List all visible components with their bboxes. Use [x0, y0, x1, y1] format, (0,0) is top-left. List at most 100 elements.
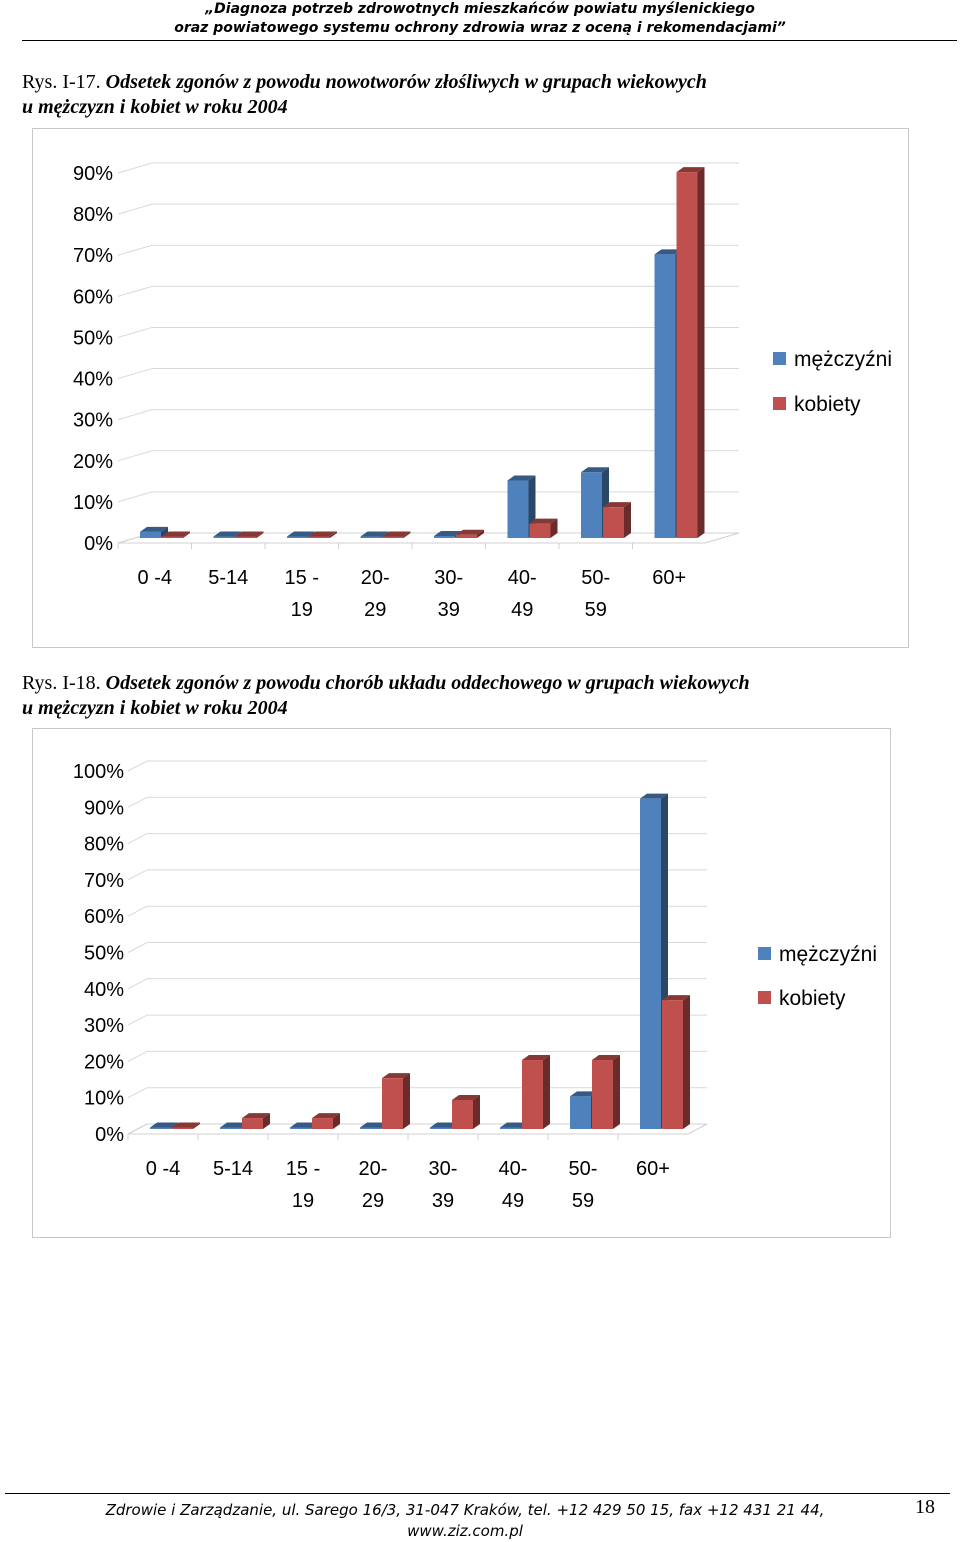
bar-top: [676, 167, 705, 173]
bar-side: [473, 1094, 480, 1129]
bar: [452, 1094, 480, 1129]
footer-line-2: www.ziz.com.pl: [407, 1522, 523, 1540]
page-footer: Zdrowie i Zarządzanie, ul. Sarego 16/3, …: [0, 1500, 930, 1542]
chart-floor: [117, 532, 740, 544]
y-tick-label: 60%: [84, 906, 124, 928]
y-tick-label: 0%: [95, 1124, 124, 1146]
x-tick-label: 39: [432, 1190, 454, 1212]
figure-1-title-line-2: u mężczyzn i kobiet w roku 2004: [22, 96, 288, 118]
legend-swatch: [773, 352, 786, 365]
x-tick-label: 20-: [361, 567, 390, 589]
bar-side: [477, 529, 484, 538]
bar-top: [603, 502, 631, 508]
bar: [382, 531, 411, 538]
y-tick-label: 70%: [73, 245, 113, 267]
bar-front: [309, 536, 330, 538]
bar-front: [172, 1127, 193, 1129]
y-tick-label: 10%: [73, 492, 113, 514]
gridline-side: [127, 1014, 148, 1026]
y-tick-label: 20%: [84, 1051, 124, 1073]
y-tick-label: 40%: [84, 979, 124, 1001]
bar-front: [654, 254, 676, 538]
bar-top: [235, 531, 264, 537]
y-tick-label: 20%: [73, 451, 113, 473]
y-tick-label: 90%: [73, 163, 113, 185]
bar-top: [213, 531, 242, 537]
chart-2: 0% 10% 20% 30% 40% 50% 60% 70% 80% 90% 100% 0 -4 5-1…: [73, 760, 877, 1212]
legend-swatch: [758, 991, 771, 1004]
y-tick-label: 80%: [73, 204, 113, 226]
bar-side: [403, 1073, 410, 1129]
bar-front: [290, 1127, 311, 1129]
figure-1-number: Rys. I-17.: [22, 71, 101, 93]
x-tick-label: 50-: [569, 1158, 598, 1180]
legend-label: kobiety: [794, 393, 861, 416]
legend-swatch: [758, 947, 771, 960]
bar: [312, 1113, 340, 1129]
bar-side: [613, 1055, 620, 1129]
gridline-side: [117, 326, 153, 338]
gridlines: [127, 760, 707, 1135]
y-tick-label: 30%: [73, 410, 113, 432]
bar-top: [581, 467, 609, 473]
bar-top: [287, 531, 315, 537]
bar: [140, 526, 168, 538]
x-tick-label: 5-14: [208, 567, 248, 589]
bar-front: [220, 1127, 241, 1129]
bar: [662, 995, 690, 1129]
x-tick-label: 40-: [508, 567, 537, 589]
gridline-side: [127, 796, 148, 808]
chart-2-frame: 0% 10% 20% 30% 40% 50% 60% 70% 80% 90% 100% 0 -4 5-1…: [32, 728, 891, 1238]
x-tick-label: 0 -4: [146, 1158, 180, 1180]
bar-front: [452, 1099, 473, 1129]
bar-front: [507, 480, 529, 538]
x-tick-label: 20-: [359, 1158, 388, 1180]
figure-2-number: Rys. I-18.: [22, 672, 101, 694]
bar-top: [452, 1094, 480, 1100]
x-tick-label: 29: [362, 1190, 384, 1212]
x-tick-label: 19: [292, 1190, 314, 1212]
x-tick-label: 39: [438, 599, 460, 621]
x-tick-label: 19: [291, 599, 313, 621]
bar-front: [676, 172, 698, 538]
bar-top: [570, 1091, 598, 1097]
bar-top: [140, 526, 168, 532]
bar-front: [434, 535, 455, 538]
bar: [592, 1055, 620, 1129]
x-tick-label: 49: [511, 599, 533, 621]
bar-side: [543, 1055, 550, 1129]
legend-label: kobiety: [779, 987, 846, 1010]
bar-front: [640, 798, 661, 1129]
gridline-side: [117, 203, 153, 215]
y-tick-label: 0%: [84, 533, 113, 555]
gridline-side: [127, 833, 148, 845]
bar-front: [662, 1000, 683, 1129]
page-number: 18: [915, 1496, 935, 1518]
x-tick-label: 30-: [434, 567, 463, 589]
header-line-1: „Diagnoza potrzeb zdrowotnych mieszkańcó…: [205, 1, 755, 17]
bar-front: [162, 536, 183, 538]
bar: [382, 1073, 410, 1129]
gridline-side: [127, 978, 148, 990]
y-tick-label: 90%: [84, 797, 124, 819]
chart-floor: [127, 1123, 708, 1135]
header-line-2: oraz powiatowego systemu ochrony zdrowia…: [174, 20, 786, 36]
bar-top: [507, 475, 536, 481]
bar-top: [242, 1113, 270, 1119]
y-tick-label: 10%: [84, 1088, 124, 1110]
bar-top: [360, 531, 389, 537]
gridline-side: [127, 1087, 148, 1099]
bar: [309, 531, 337, 538]
bar: [676, 167, 705, 538]
bar-side: [193, 1122, 200, 1129]
bar-top: [456, 529, 484, 535]
bar: [581, 467, 609, 538]
bar: [456, 529, 484, 538]
x-tick-label: 40-: [499, 1158, 528, 1180]
bar-side: [330, 531, 337, 538]
bar-side: [333, 1113, 340, 1129]
gridline-side: [117, 409, 153, 421]
bar-side: [550, 518, 558, 538]
x-tick-label: 5-14: [213, 1158, 253, 1180]
y-tick-label: 80%: [84, 834, 124, 856]
